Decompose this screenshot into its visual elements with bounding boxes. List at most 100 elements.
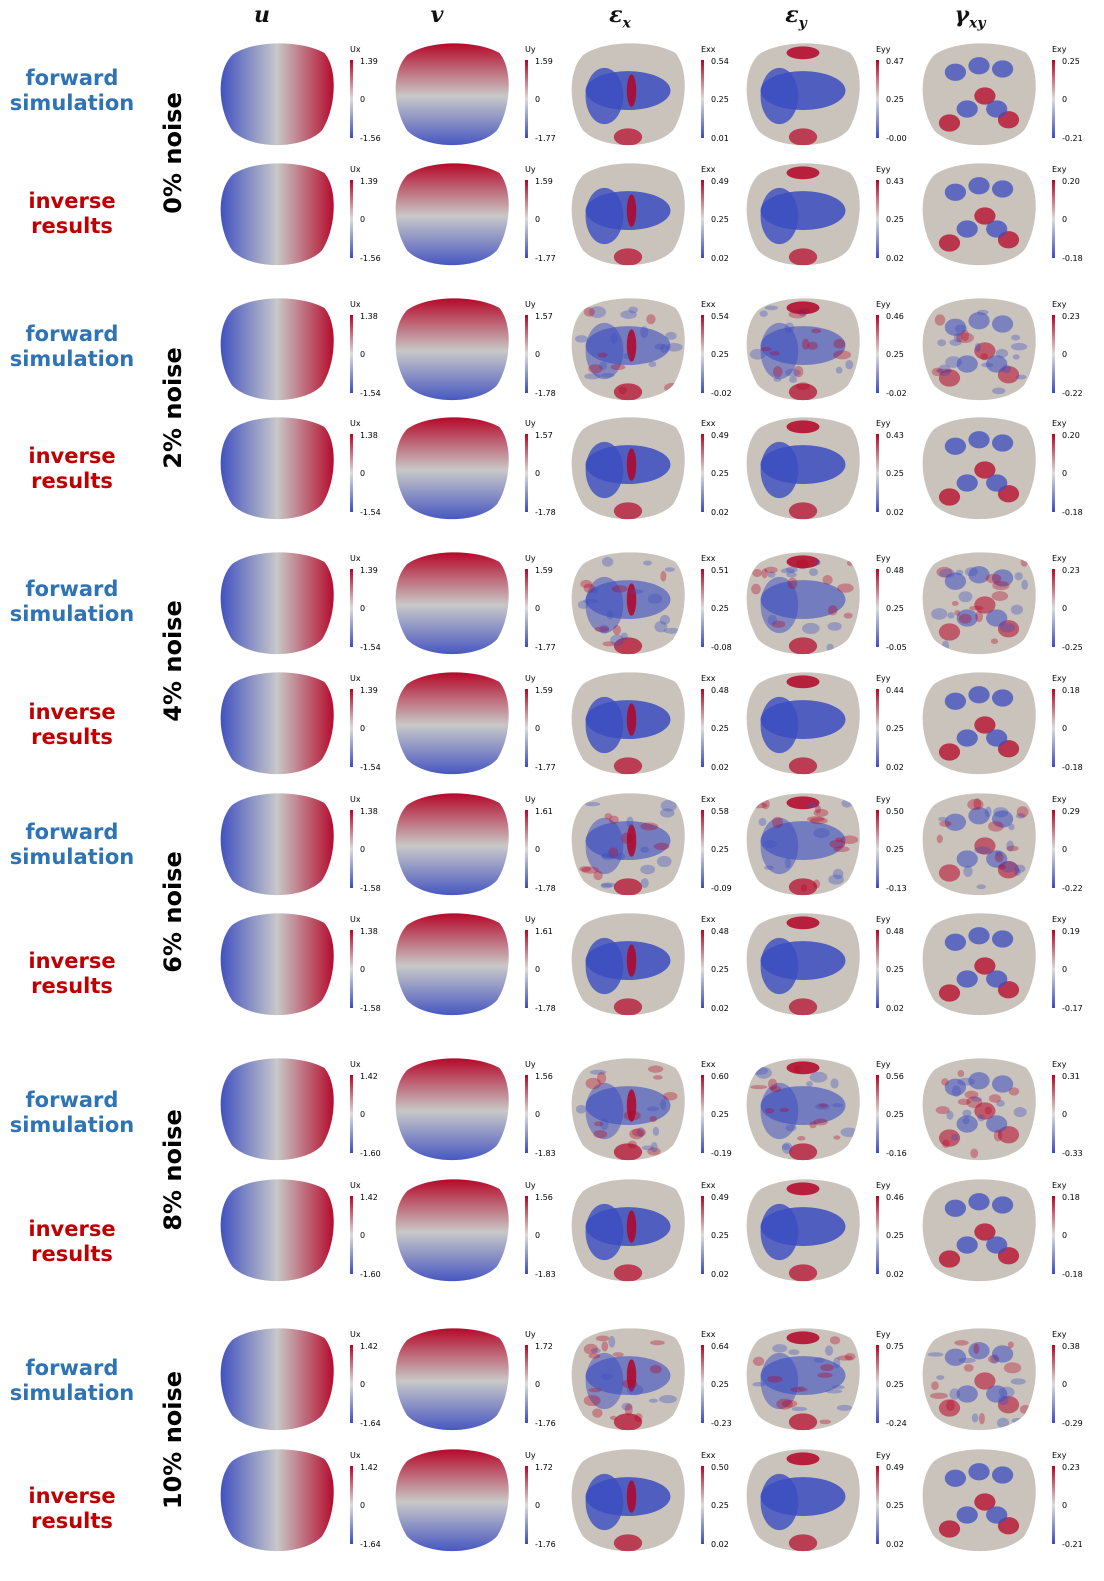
colorbar-max-label: 1.42 bbox=[360, 1342, 378, 1351]
colorbar-title: Eyy bbox=[876, 1060, 891, 1069]
field-map bbox=[395, 1058, 509, 1161]
strain-region bbox=[986, 609, 1008, 627]
colorbar-mid-label: 0.25 bbox=[886, 1231, 904, 1240]
noise-speckle bbox=[601, 1341, 609, 1352]
row-label-line: inverse bbox=[28, 1217, 116, 1241]
strain-region bbox=[974, 87, 996, 105]
colorbar: Uy 1.61 0 -1.78 bbox=[525, 795, 556, 893]
noise-speckle bbox=[1014, 572, 1023, 581]
noise-speckle bbox=[843, 612, 853, 619]
field-map bbox=[746, 417, 860, 520]
strain-region bbox=[626, 194, 637, 227]
colorbar-title: Uy bbox=[525, 300, 536, 309]
row-label-inverse: inverse results bbox=[4, 1484, 140, 1534]
colorbar-title: Eyy bbox=[876, 1181, 891, 1190]
noise-speckle bbox=[810, 328, 822, 334]
colorbar-title: Eyy bbox=[876, 1330, 891, 1339]
colorbar-gradient bbox=[1052, 689, 1055, 767]
colorbar-min-label: -0.18 bbox=[1062, 254, 1083, 263]
colorbar-max-label: 1.42 bbox=[360, 1463, 378, 1472]
colorbar: Exx 0.58 0.25 -0.09 bbox=[701, 795, 732, 893]
field-map bbox=[395, 417, 509, 520]
noise-speckle bbox=[824, 1345, 834, 1356]
strain-region bbox=[786, 420, 820, 434]
field-map bbox=[922, 552, 1036, 655]
noise-level-label: 0% noise bbox=[159, 92, 187, 214]
noise-speckle bbox=[579, 866, 592, 873]
colorbar-gradient bbox=[1052, 810, 1055, 888]
noise-speckle bbox=[776, 1398, 793, 1410]
colorbar-mid-label: 0.25 bbox=[711, 1110, 729, 1119]
colorbar-title: Exy bbox=[1052, 554, 1067, 563]
noise-speckle bbox=[970, 1096, 982, 1102]
row-label-inverse: inverse results bbox=[4, 1217, 140, 1267]
field-map bbox=[220, 1179, 334, 1282]
strain-region bbox=[613, 248, 643, 266]
colorbar-min-label: -0.00 bbox=[886, 134, 907, 143]
column-header: v bbox=[407, 2, 467, 28]
row-label-line: results bbox=[31, 974, 113, 998]
strain-region bbox=[974, 1102, 996, 1120]
noise-speckle bbox=[833, 846, 850, 853]
noise-speckle bbox=[998, 1386, 1015, 1398]
field-map bbox=[220, 552, 334, 655]
field-map bbox=[922, 672, 1036, 775]
field-background bbox=[220, 1449, 334, 1552]
strain-region bbox=[788, 128, 818, 146]
strain-region bbox=[986, 1115, 1008, 1133]
noise-speckle bbox=[844, 1353, 856, 1361]
row-label-inverse: inverse results bbox=[4, 444, 140, 494]
colorbar-max-label: 1.57 bbox=[535, 312, 553, 321]
noise-speckle bbox=[997, 1395, 1009, 1406]
field-background bbox=[395, 672, 509, 775]
noise-speckle bbox=[648, 1398, 659, 1403]
colorbar-title: Ux bbox=[350, 554, 361, 563]
colorbar-title: Ux bbox=[350, 1451, 361, 1460]
strain-region bbox=[956, 355, 978, 373]
colorbar-title: Uy bbox=[525, 1330, 536, 1339]
noise-speckle bbox=[784, 857, 792, 869]
colorbar-title: Exy bbox=[1052, 165, 1067, 174]
noise-speckle bbox=[935, 1106, 950, 1115]
field-map bbox=[571, 163, 685, 266]
strain-region bbox=[788, 1143, 818, 1161]
row-label-forward: forward simulation bbox=[4, 322, 140, 372]
strain-region bbox=[938, 623, 961, 641]
colorbar-max-label: 0.51 bbox=[711, 566, 729, 575]
noise-speckle bbox=[751, 583, 761, 595]
colorbar-min-label: -1.58 bbox=[360, 884, 381, 893]
strain-region bbox=[786, 675, 820, 689]
colorbar-mid-label: 0 bbox=[360, 965, 365, 974]
strain-region bbox=[986, 729, 1008, 747]
noise-speckle bbox=[995, 850, 1003, 857]
colorbar-max-label: 0.18 bbox=[1062, 1193, 1080, 1202]
noise-speckle bbox=[1014, 864, 1026, 873]
column-header-subscript: x bbox=[622, 15, 631, 32]
colorbar: Exy 0.23 0 -0.21 bbox=[1052, 1451, 1083, 1549]
noise-speckle bbox=[958, 591, 973, 603]
colorbar-mid-label: 0 bbox=[360, 1110, 365, 1119]
field-map bbox=[571, 672, 685, 775]
noise-speckle bbox=[589, 1069, 607, 1075]
colorbar-min-label: -1.78 bbox=[535, 508, 556, 517]
strain-region bbox=[956, 100, 978, 118]
noise-speckle bbox=[663, 1092, 678, 1101]
colorbar-min-label: -1.83 bbox=[535, 1270, 556, 1279]
noise-speckle bbox=[963, 865, 973, 878]
colorbar-max-label: 0.38 bbox=[1062, 1342, 1080, 1351]
colorbar-max-label: 0.25 bbox=[1062, 57, 1080, 66]
noise-speckle bbox=[813, 879, 821, 889]
noise-speckle bbox=[629, 589, 644, 594]
colorbar: Eyy 0.75 0.25 -0.24 bbox=[876, 1330, 907, 1428]
noise-speckle bbox=[941, 1078, 949, 1086]
field-map bbox=[922, 1058, 1036, 1161]
colorbar-mid-label: 0 bbox=[1062, 1231, 1067, 1240]
field-background bbox=[395, 417, 509, 520]
colorbar-title: Exy bbox=[1052, 674, 1067, 683]
strain-region bbox=[938, 114, 961, 132]
field-map bbox=[922, 1179, 1036, 1282]
colorbar-gradient bbox=[1052, 1075, 1055, 1153]
noise-speckle bbox=[819, 1419, 832, 1425]
colorbar-mid-label: 0.25 bbox=[711, 350, 729, 359]
noise-speckle bbox=[653, 1075, 663, 1080]
